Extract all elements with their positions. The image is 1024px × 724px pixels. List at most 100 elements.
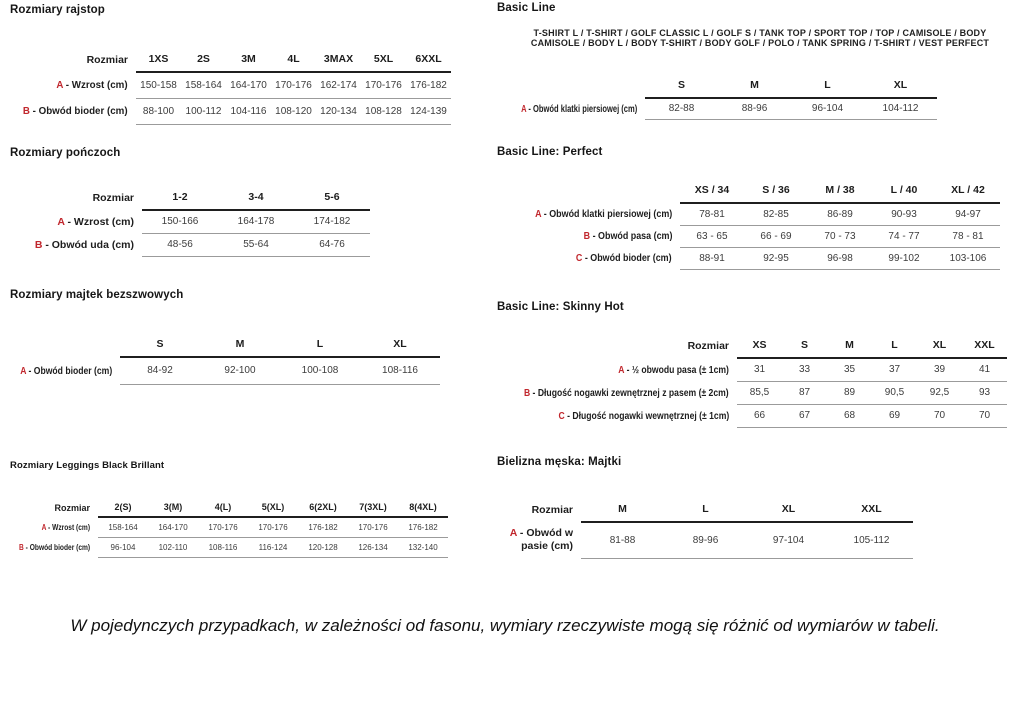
size-table-skinny-hot: Rozmiar XS S M L XL XXL A - ½ obwodu pasa (± 1c…: [492, 336, 1007, 428]
size-value: 150-158: [136, 72, 181, 99]
column-header: S: [120, 333, 200, 358]
measure-letter: A: [41, 522, 47, 532]
corner-label: Rozmiar: [92, 192, 134, 204]
measure-letter: B: [583, 230, 590, 242]
size-value: 100-112: [181, 98, 226, 125]
size-value: 100-108: [280, 357, 360, 385]
measurement-row: B - Obwód bioder (cm) 88-100 100-112 104-11…: [8, 98, 451, 125]
size-value: 104-116: [226, 98, 271, 125]
size-value: 31: [737, 358, 782, 382]
column-header: M: [718, 76, 791, 99]
section-title-majtki-bezszwowe: Rozmiary majtek bezszwowych: [10, 289, 184, 301]
size-value: 78 - 81: [936, 225, 1000, 248]
size-value: 170-176: [348, 517, 398, 538]
size-value: 69: [872, 404, 917, 428]
measurement-row: B - Długość nogawki zewnętrznej z pasem …: [492, 381, 1007, 405]
size-value: 55-64: [218, 233, 294, 257]
measurement-row: A - Wzrost (cm) 150-166 164-178 174-182: [12, 210, 370, 234]
size-value: 108-116: [360, 357, 440, 385]
size-value: 66 - 69: [744, 225, 808, 248]
size-value: 82-88: [645, 98, 718, 120]
size-value: 150-166: [142, 210, 218, 234]
column-header: 2S: [181, 46, 226, 73]
size-value: 126-134: [348, 537, 398, 558]
row-label: C - Obwód bioder (cm): [576, 252, 672, 264]
row-label: A - Wzrost (cm): [41, 522, 90, 532]
column-header: S: [782, 336, 827, 359]
column-header: L: [664, 498, 747, 523]
measure-letter: A: [19, 364, 26, 377]
size-value: 99-102: [872, 247, 936, 270]
size-value: 104-112: [864, 98, 937, 120]
section-title-basic-line-perfect: Basic Line: Perfect: [497, 146, 603, 158]
size-value: 74 - 77: [872, 225, 936, 248]
size-value: 170-176: [361, 72, 406, 99]
column-header: 5(XL): [248, 495, 298, 518]
corner-label: [505, 181, 680, 203]
corner-label: Rozmiar: [531, 504, 573, 516]
size-value: 108-120: [271, 98, 316, 125]
column-header: 3(M): [148, 495, 198, 518]
column-header: 6XXL: [406, 46, 451, 73]
row-label: B - Obwód bioder (cm): [18, 542, 90, 552]
measure-letter: C: [576, 252, 583, 264]
size-value: 81-88: [581, 522, 664, 559]
measure-letter: A: [57, 215, 65, 228]
column-header: 3M: [226, 46, 271, 73]
row-label: A - Obwód klatki piersiowej (cm): [520, 102, 637, 115]
size-value: 84-92: [120, 357, 200, 385]
measure-letter: C: [558, 409, 565, 422]
column-header: 1XS: [136, 46, 181, 73]
header-row: Rozmiar XS S M L XL XXL: [492, 336, 1007, 359]
size-value: 97-104: [747, 522, 830, 559]
measurement-row: A - Wzrost (cm) 150-158 158-164 164-170 170-…: [8, 72, 451, 99]
size-table-leggings: Rozmiar 2(S) 3(M) 4(L) 5(XL) 6(2XL) 7(3XL) 8(4X…: [8, 495, 448, 558]
column-header: L: [280, 333, 360, 358]
size-value: 66: [737, 404, 782, 428]
size-value: 176-182: [406, 72, 451, 99]
size-value: 67: [782, 404, 827, 428]
header-row: S M L XL: [8, 333, 440, 358]
size-value: 78-81: [680, 203, 744, 226]
corner-label: Rozmiar: [54, 503, 90, 513]
size-value: 158-164: [181, 72, 226, 99]
measure-letter: B: [18, 542, 24, 552]
section-title-basic-line: Basic Line: [497, 2, 556, 14]
size-table-rajstop: Rozmiar 1XS 2S 3M 4L 3MAX 5XL 6XXL A - Wzrost (c…: [8, 46, 451, 125]
size-value: 90,5: [872, 381, 917, 405]
column-header: L / 40: [872, 181, 936, 204]
footnote: W pojedynczych przypadkach, w zależności…: [70, 616, 940, 635]
size-value: 170-176: [271, 72, 316, 99]
size-value: 92,5: [917, 381, 962, 405]
corner-label: [8, 333, 120, 357]
measure-letter: A: [520, 102, 527, 115]
column-header: M: [581, 498, 664, 523]
header-row: Rozmiar 1-2 3-4 5-6: [12, 184, 370, 211]
size-value: 88-91: [680, 247, 744, 270]
size-value: 103-106: [936, 247, 1000, 270]
section-title-skinny-hot: Basic Line: Skinny Hot: [497, 301, 624, 313]
measure-letter: B: [23, 105, 31, 117]
corner-label: Rozmiar: [687, 340, 729, 352]
size-value: 93: [962, 381, 1007, 405]
size-value: 96-104: [98, 537, 148, 558]
measure-letter: A: [618, 363, 625, 376]
column-header: XL: [747, 498, 830, 523]
size-table-majtki-meskie: Rozmiar M L XL XXL A - Obwód w pasie (cm) 81-8…: [505, 498, 913, 559]
size-value: 90-93: [872, 203, 936, 226]
header-row: Rozmiar 1XS 2S 3M 4L 3MAX 5XL 6XXL: [8, 46, 451, 73]
row-label: A - Wzrost (cm): [56, 79, 128, 91]
size-value: 82-85: [744, 203, 808, 226]
size-value: 176-182: [398, 517, 448, 538]
size-value: 176-182: [298, 517, 348, 538]
size-value: 70 - 73: [808, 225, 872, 248]
measurement-row: A - Obwód klatki piersiowej (cm) 82-88 88-…: [500, 98, 937, 120]
column-header: XL: [864, 76, 937, 99]
measurement-row: C - Obwód bioder (cm) 88-91 92-95 96-98 99-1…: [505, 247, 1000, 270]
column-header: XL / 42: [936, 181, 1000, 204]
column-header: L: [791, 76, 864, 99]
measurement-row: B - Obwód bioder (cm) 96-104 102-110 108-11…: [8, 537, 448, 558]
size-value: 108-128: [361, 98, 406, 125]
row-label: B - Obwód bioder (cm): [23, 105, 128, 117]
